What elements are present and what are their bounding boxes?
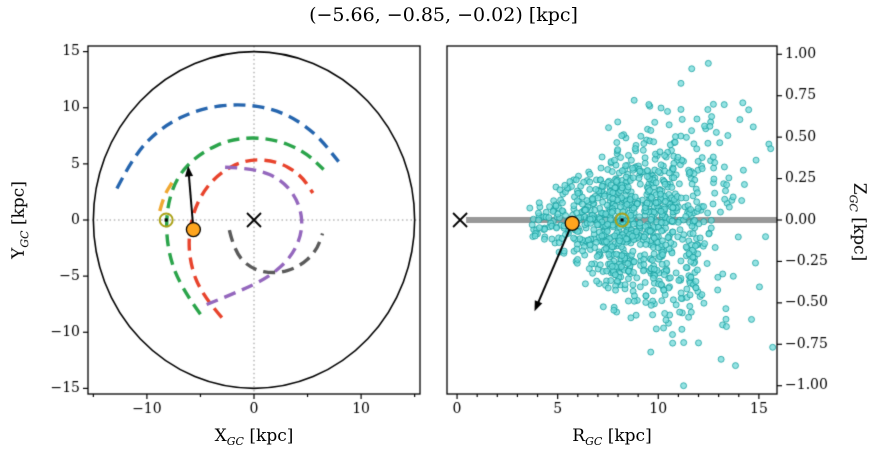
- xlabel-base: R: [572, 425, 586, 446]
- ylabel-base: Y: [8, 247, 29, 259]
- right-panel-xlabel: RGC [kpc]: [572, 426, 651, 448]
- ylabel-base: Z: [849, 182, 870, 195]
- xlabel-unit: [kpc]: [243, 425, 294, 446]
- xlabel-unit: [kpc]: [602, 425, 652, 446]
- xlabel-base: X: [214, 425, 227, 446]
- left-panel-ylabel: YGC [kpc]: [9, 181, 31, 259]
- figure-title: (−5.66, −0.85, −0.02) [kpc]: [309, 4, 578, 26]
- xlabel-sub: GC: [585, 435, 603, 449]
- xlabel-sub: GC: [226, 435, 244, 449]
- ylabel-sub: GC: [846, 194, 860, 212]
- right-panel-ylabel: ZGC [kpc]: [847, 183, 869, 261]
- ylabel-sub: GC: [18, 230, 32, 248]
- ylabel-unit: [kpc]: [849, 211, 870, 262]
- ylabel-unit: [kpc]: [8, 181, 29, 231]
- left-panel-xlabel: XGC [kpc]: [215, 426, 294, 448]
